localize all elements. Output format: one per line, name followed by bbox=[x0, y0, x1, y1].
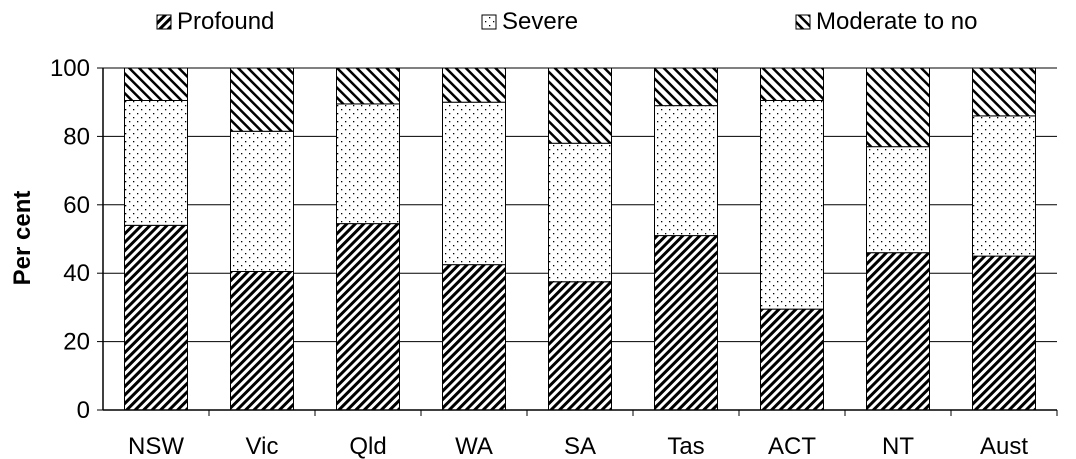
bar-segment-severe bbox=[760, 99, 824, 310]
y-tick-label: 80 bbox=[63, 123, 90, 150]
x-tick-label: Aust bbox=[980, 433, 1028, 459]
bar-segment-profound bbox=[230, 270, 294, 411]
x-tick-label: Tas bbox=[667, 433, 704, 459]
bar-segment-severe bbox=[230, 130, 294, 272]
axes: 0 20 40 60 80 100 NSW Vic Qld WA SA Tas ACT NT Aust bbox=[50, 55, 1058, 459]
y-tick-label: 60 bbox=[63, 192, 90, 219]
y-tick-label: 0 bbox=[77, 397, 90, 424]
legend-swatch bbox=[481, 14, 497, 30]
x-tick-label: SA bbox=[564, 433, 596, 459]
bar-segment-moderate-to-no bbox=[548, 67, 612, 144]
bar-segment-moderate-to-no bbox=[336, 67, 400, 105]
bar-segment-severe bbox=[336, 103, 400, 225]
bar-segment-profound bbox=[654, 235, 718, 411]
bar-segment-profound bbox=[336, 223, 400, 411]
legend-swatch bbox=[795, 14, 811, 30]
chart-legend: Profound Severe Moderate to no bbox=[156, 8, 977, 35]
bar-segment-profound bbox=[866, 252, 930, 411]
bar-segment-moderate-to-no bbox=[442, 67, 506, 103]
x-tick-label: Qld bbox=[349, 433, 386, 459]
bar-segment-profound bbox=[760, 308, 824, 411]
bar-segment-profound bbox=[972, 255, 1036, 411]
legend-swatch bbox=[156, 14, 172, 30]
bar-segment-profound bbox=[442, 264, 506, 411]
bars bbox=[124, 67, 1036, 411]
bar-segment-severe bbox=[972, 115, 1036, 257]
bar-segment-severe bbox=[548, 142, 612, 283]
x-tick-label: ACT bbox=[768, 433, 816, 459]
bar-segment-profound bbox=[548, 281, 612, 411]
bar-segment-moderate-to-no bbox=[654, 67, 718, 107]
bar-segment-severe bbox=[654, 105, 718, 237]
legend-label: Moderate to no bbox=[816, 8, 977, 35]
bar-segment-moderate-to-no bbox=[124, 67, 188, 101]
bar-segment-moderate-to-no bbox=[972, 67, 1036, 117]
bar-segment-moderate-to-no bbox=[760, 67, 824, 101]
bar-segment-moderate-to-no bbox=[230, 67, 294, 132]
bar-segment-severe bbox=[866, 146, 930, 254]
legend-label: Profound bbox=[177, 8, 274, 35]
x-tick-label: NSW bbox=[128, 433, 184, 459]
x-tick-label: Vic bbox=[246, 433, 279, 459]
bar-segment-profound bbox=[124, 224, 188, 411]
x-tick-label: NT bbox=[882, 433, 914, 459]
bar-segment-severe bbox=[124, 99, 188, 226]
legend-label: Severe bbox=[502, 8, 578, 35]
x-tick-label: WA bbox=[455, 433, 493, 459]
y-axis-title: Per cent bbox=[9, 191, 36, 286]
y-tick-label: 40 bbox=[63, 260, 90, 287]
bar-segment-moderate-to-no bbox=[866, 67, 930, 148]
y-tick-label: 100 bbox=[50, 55, 90, 82]
bar-segment-severe bbox=[442, 101, 506, 266]
y-tick-label: 20 bbox=[63, 329, 90, 356]
